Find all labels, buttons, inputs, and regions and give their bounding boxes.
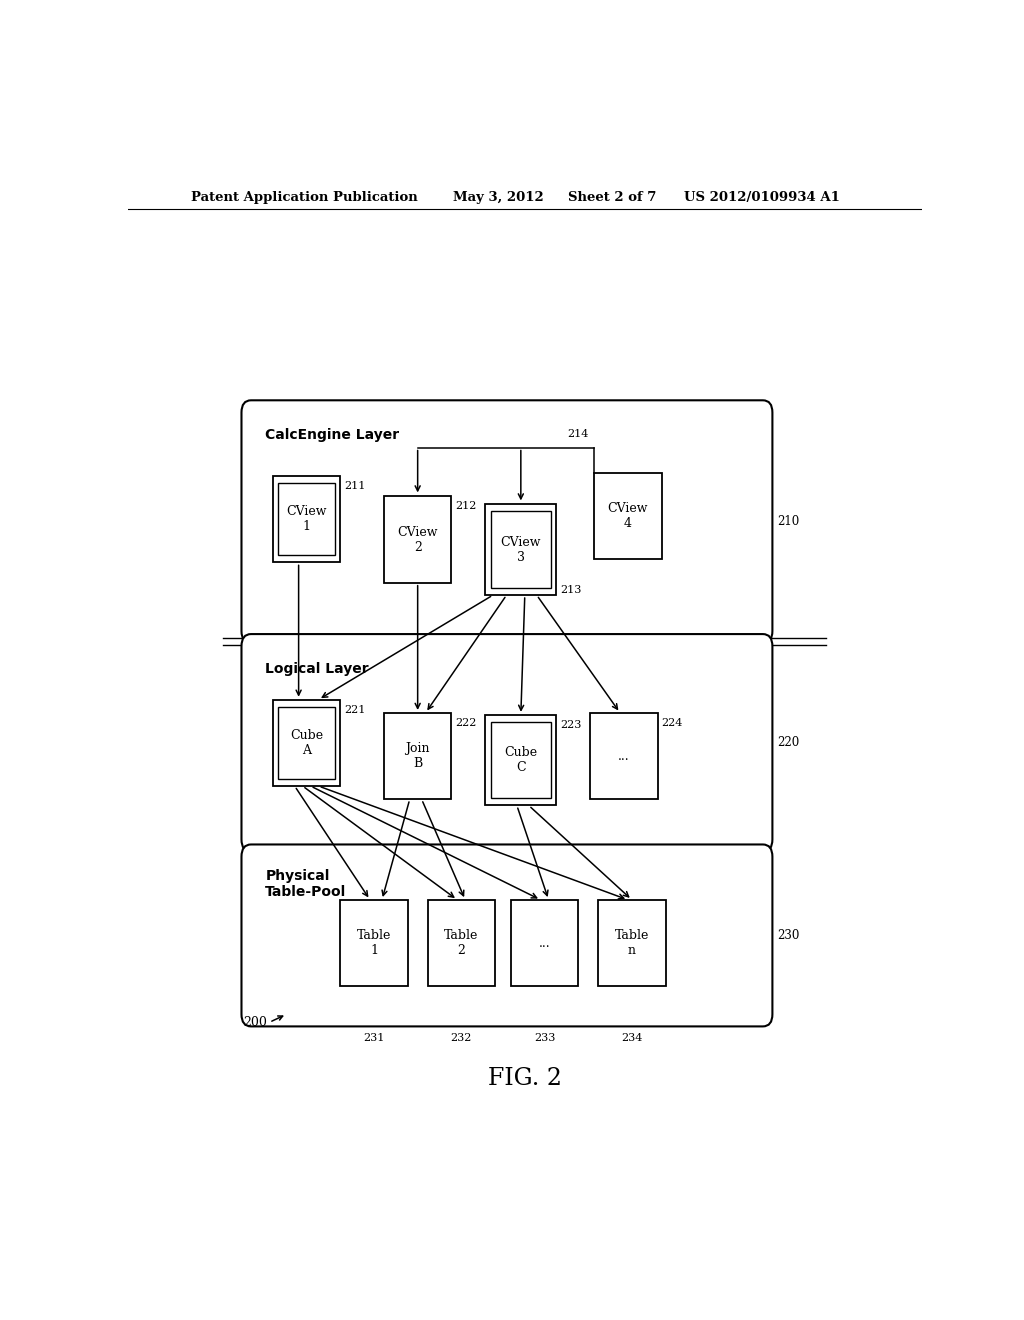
Text: FIG. 2: FIG. 2 (487, 1067, 562, 1090)
Text: 221: 221 (344, 705, 366, 714)
Text: 210: 210 (777, 515, 800, 528)
Text: Sheet 2 of 7: Sheet 2 of 7 (568, 190, 656, 203)
Text: 200: 200 (243, 1016, 267, 1028)
Text: Table
1: Table 1 (356, 929, 391, 957)
Text: 220: 220 (777, 737, 800, 750)
Text: 230: 230 (777, 929, 800, 942)
Text: 233: 233 (534, 1032, 555, 1043)
Text: CView
1: CView 1 (287, 506, 327, 533)
Text: 223: 223 (560, 719, 582, 730)
FancyBboxPatch shape (340, 900, 408, 986)
Text: 232: 232 (451, 1032, 472, 1043)
Text: Table
2: Table 2 (444, 929, 478, 957)
Text: CView
2: CView 2 (397, 525, 438, 553)
Text: 222: 222 (456, 718, 477, 727)
FancyBboxPatch shape (242, 634, 772, 851)
Text: Physical
Table-Pool: Physical Table-Pool (265, 869, 346, 899)
Text: ...: ... (539, 937, 551, 949)
Text: Cube
A: Cube A (290, 729, 324, 756)
FancyBboxPatch shape (242, 400, 772, 643)
FancyBboxPatch shape (384, 713, 452, 799)
Text: 211: 211 (344, 480, 366, 491)
Text: 231: 231 (364, 1032, 385, 1043)
FancyBboxPatch shape (272, 477, 340, 562)
FancyBboxPatch shape (594, 473, 662, 560)
FancyBboxPatch shape (384, 496, 452, 582)
Text: ...: ... (618, 750, 630, 763)
FancyBboxPatch shape (490, 511, 551, 587)
FancyBboxPatch shape (279, 706, 335, 779)
Text: CalcEngine Layer: CalcEngine Layer (265, 428, 399, 442)
FancyBboxPatch shape (279, 483, 335, 556)
Text: 224: 224 (662, 718, 683, 727)
Text: Table
n: Table n (614, 929, 649, 957)
FancyBboxPatch shape (590, 713, 657, 799)
FancyBboxPatch shape (485, 714, 556, 805)
FancyBboxPatch shape (428, 900, 495, 986)
FancyBboxPatch shape (511, 900, 579, 986)
Text: US 2012/0109934 A1: US 2012/0109934 A1 (684, 190, 840, 203)
Text: Join
B: Join B (406, 742, 430, 770)
Text: 213: 213 (560, 585, 582, 595)
Text: CView
3: CView 3 (501, 536, 541, 564)
FancyBboxPatch shape (485, 504, 556, 595)
Text: Patent Application Publication: Patent Application Publication (191, 190, 418, 203)
FancyBboxPatch shape (490, 722, 551, 799)
FancyBboxPatch shape (598, 900, 666, 986)
Text: Cube
C: Cube C (504, 746, 538, 774)
Text: CView
4: CView 4 (607, 502, 648, 531)
Text: May 3, 2012: May 3, 2012 (454, 190, 544, 203)
Text: 234: 234 (622, 1032, 643, 1043)
FancyBboxPatch shape (242, 845, 772, 1027)
FancyBboxPatch shape (272, 700, 340, 785)
Text: 214: 214 (567, 429, 589, 440)
Text: 212: 212 (456, 502, 477, 511)
Text: Logical Layer: Logical Layer (265, 661, 369, 676)
